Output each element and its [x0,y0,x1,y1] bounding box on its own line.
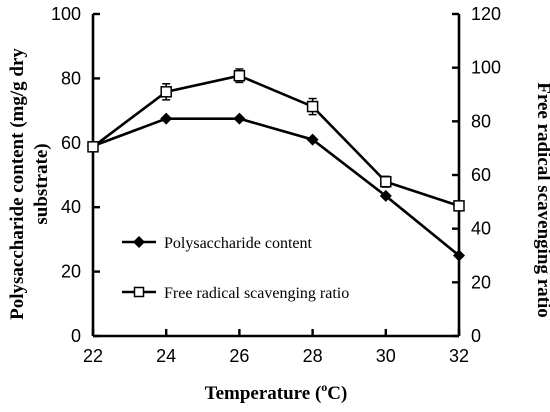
legend-label-polysaccharide: Polysaccharide content [164,235,313,252]
legend: Polysaccharide content Free radical scav… [122,235,349,302]
series-layer [87,68,465,262]
point-free-radical [160,86,172,98]
x-axis-title-superscript: o [321,380,327,394]
x-axis-title-end: C) [327,383,347,404]
left-y-tick-label: 60 [61,133,81,153]
x-axis-title-main: Temperature ( [205,383,322,404]
left-y-tick-label: 40 [61,197,81,217]
legend-marker-square [133,286,145,298]
right-y-tick-label: 0 [471,326,481,346]
x-tick-label: 30 [376,346,396,366]
series-line-polysaccharide [92,117,460,257]
x-tick-label: 32 [449,346,469,366]
right-y-tick-label: 100 [471,58,501,78]
x-tick-label: 22 [83,346,103,366]
x-tick-label: 24 [156,346,176,366]
point-polysaccharide [160,112,173,125]
point-free-radical [233,69,246,82]
right-y-tick-label: 80 [471,111,491,131]
left-y-tick-label: 20 [61,262,81,282]
right-y-axis-title-text: Free radical scavenging ratio [533,82,550,318]
right-y-tick-label: 40 [471,219,491,239]
legend-marker-diamond [133,236,145,248]
left-y-tick-label: 80 [61,68,81,88]
left-y-axis-title-line2: substrate) [31,143,52,224]
point-polysaccharide [453,249,465,262]
right-y-tick-label: 20 [471,272,491,292]
left-y-tick-label: 0 [71,326,81,346]
legend-item-free-radical: Free radical scavenging ratio [122,285,349,302]
legend-label-free-radical: Free radical scavenging ratio [164,285,349,302]
legend-item-polysaccharide: Polysaccharide content [122,235,313,252]
point-free-radical [380,175,392,188]
x-axis-title: Temperature (oC) [205,380,348,404]
point-polysaccharide [233,112,246,125]
point-free-radical [87,141,99,153]
left-y-tick-label: 100 [51,4,81,24]
point-polysaccharide [306,133,319,146]
point-polysaccharide [379,189,392,202]
point-free-radical [453,200,465,212]
left-y-axis-title-line1: Polysaccharide content (mg/g dry [7,48,28,320]
left-y-axis-title: Polysaccharide content (mg/g dry substra… [7,48,52,320]
series-line-free-radical [92,74,460,208]
right-y-axis-title: Free radical scavenging ratio [533,82,550,318]
x-tick-label: 28 [303,346,323,366]
right-y-tick-label: 120 [471,4,501,24]
point-free-radical [306,100,319,113]
x-tick-label: 26 [229,346,249,366]
right-y-tick-label: 60 [471,165,491,185]
